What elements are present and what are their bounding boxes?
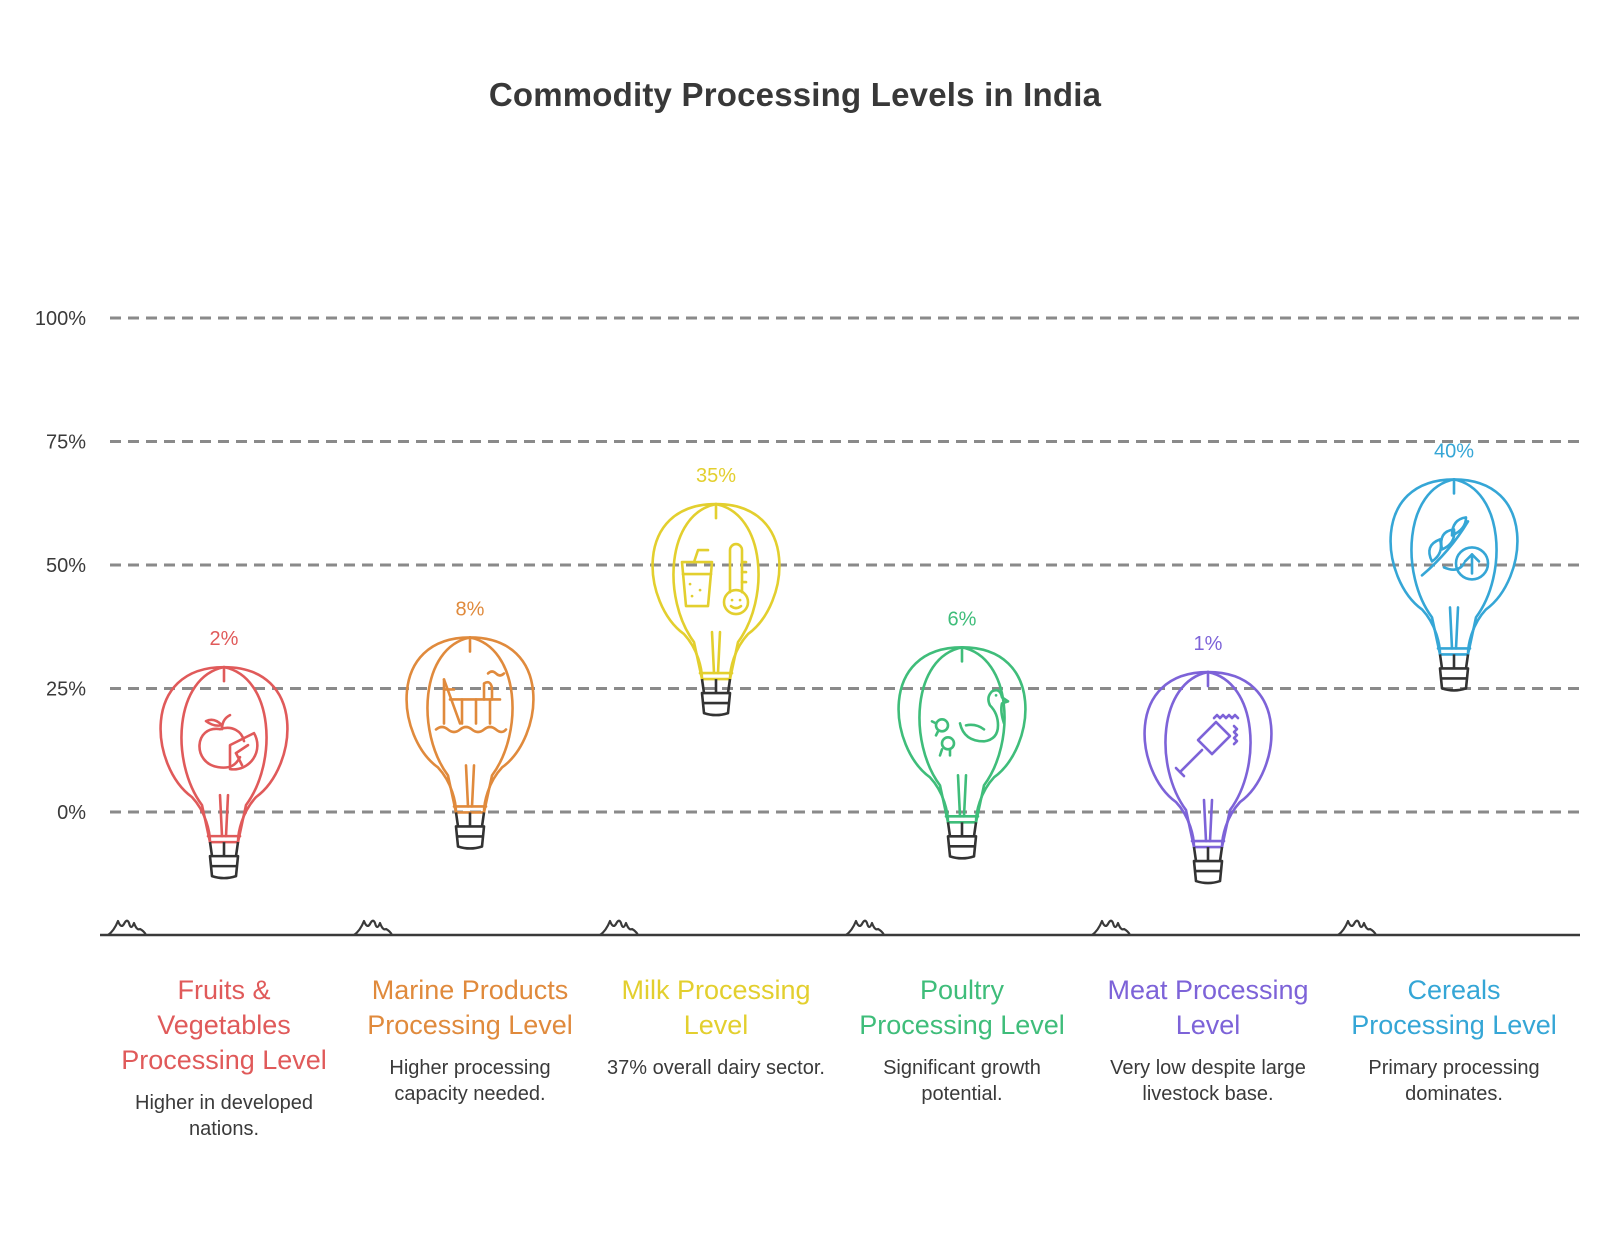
category-cereals-processing-level: Cereals Processing Level Primary processi… <box>1344 973 1564 1107</box>
category-description: 37% overall dairy sector. <box>607 1057 825 1079</box>
value-label-milk-processing-level: 35% <box>696 465 736 487</box>
grass-tuft <box>845 919 885 936</box>
fruit-icon <box>198 713 259 771</box>
category-label: Fruits & Vegetables Processing Level <box>121 975 327 1075</box>
category-label: Cereals Processing Level <box>1351 975 1557 1040</box>
poultry-icon <box>930 688 1010 757</box>
y-tick-label: 100% <box>35 308 86 330</box>
balloon-fruits-and-vegetables-processing-level <box>159 665 289 880</box>
y-tick-label: 0% <box>57 802 86 824</box>
y-tick-label: 75% <box>46 432 86 454</box>
category-description: Primary processing dominates. <box>1368 1057 1540 1105</box>
ground-layer <box>100 919 1580 937</box>
category-fruits-and-vegetables-processing-level: Fruits & Vegetables Processing Level High… <box>114 973 334 1142</box>
grass-tuft <box>1337 919 1377 936</box>
value-label-cereals-processing-level: 40% <box>1434 440 1474 462</box>
value-label-fruits-and-vegetables-processing-level: 2% <box>210 628 239 650</box>
value-label-marine-products-processing-level: 8% <box>456 598 485 620</box>
category-milk-processing-level: Milk Processing Level 37% overall dairy s… <box>606 973 826 1081</box>
balloon-marine-products-processing-level <box>405 636 535 850</box>
balloon-meat-processing-level <box>1143 670 1273 885</box>
meat-tenderizer-icon <box>1174 713 1240 778</box>
milk-thermometer-icon <box>680 542 750 616</box>
category-label: Marine Products Processing Level <box>367 975 573 1040</box>
category-meat-processing-level: Meat Processing Level Very low despite la… <box>1098 973 1318 1107</box>
y-tick-label: 50% <box>46 555 86 577</box>
value-label-poultry-processing-level: 6% <box>948 608 977 630</box>
category-label: Poultry Processing Level <box>859 975 1065 1040</box>
balloon-poultry-processing-level <box>897 646 1027 860</box>
category-label: Milk Processing Level <box>621 975 811 1040</box>
category-description: Very low despite large livestock base. <box>1110 1057 1306 1105</box>
value-label-meat-processing-level: 1% <box>1194 633 1223 655</box>
category-poultry-processing-level: Poultry Processing Level Significant grow… <box>852 973 1072 1107</box>
oil-rig-icon <box>434 670 508 734</box>
balloon-cereals-processing-level <box>1389 478 1519 692</box>
category-description: Higher processing capacity needed. <box>389 1057 551 1105</box>
grass-tuft <box>599 919 639 936</box>
grass-tuft <box>1091 919 1131 936</box>
balloon-layer: 2% 8% 35% 6% 1% 40% <box>159 440 1519 885</box>
y-tick-label: 25% <box>46 679 86 701</box>
chart-title: Commodity Processing Levels in India <box>488 76 1102 113</box>
category-label: Meat Processing Level <box>1107 975 1309 1040</box>
grass-tuft <box>353 919 393 936</box>
grid-layer: 0% 25% 50% 75% 100% <box>35 308 1582 824</box>
wheat-growth-icon <box>1420 516 1490 581</box>
category-description: Higher in developed nations. <box>135 1092 313 1140</box>
balloon-milk-processing-level <box>651 502 781 717</box>
category-marine-products-processing-level: Marine Products Processing Level Higher p… <box>360 973 580 1107</box>
category-description: Significant growth potential. <box>883 1057 1041 1105</box>
grass-tuft <box>107 919 147 936</box>
